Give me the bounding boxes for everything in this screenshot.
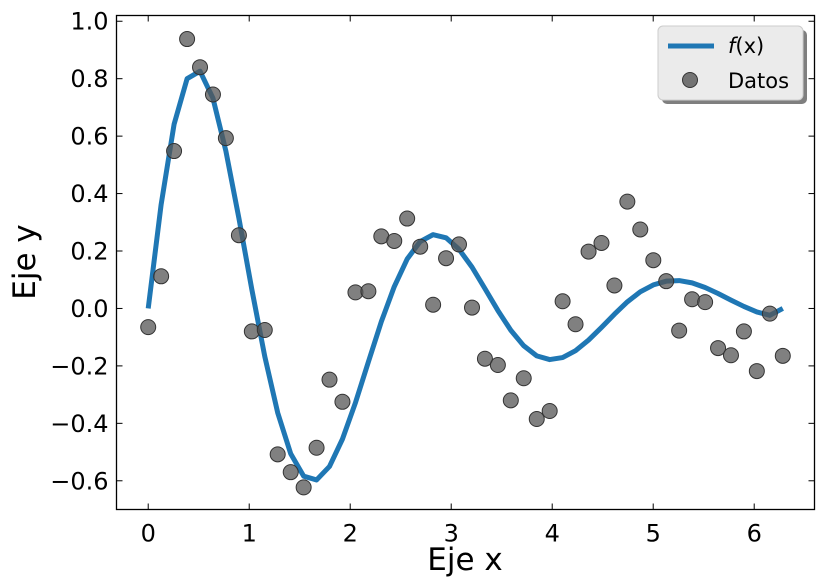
data-point (593, 234, 610, 251)
y-tick-label: 0.6 (70, 123, 108, 151)
y-tick-label: 0.4 (70, 180, 108, 208)
data-point (450, 236, 467, 253)
data-point (334, 393, 351, 410)
data-point (489, 357, 506, 374)
x-tick-label: 4 (545, 520, 560, 548)
data-point (282, 464, 299, 481)
data-point (710, 340, 727, 357)
ticks-layer: 0 1 2 3 4 5 6 −0.6 −0.4 −0.2 0.0 0.2 0.4 0.6 0.8 1.0 (50, 8, 815, 548)
data-point (684, 291, 701, 308)
series-line-layer (145, 68, 784, 483)
legend-label-fx: f(x) (728, 34, 764, 58)
data-point (722, 347, 739, 364)
data-point (567, 316, 584, 333)
data-point (774, 347, 791, 364)
legend-marker-swatch (682, 72, 698, 88)
x-tick-label: 3 (444, 520, 459, 548)
data-point (554, 293, 571, 310)
legend-label-fx-var: (x) (735, 34, 764, 58)
data-point (217, 130, 234, 147)
data-point (295, 479, 312, 496)
legend: f(x) Datos (657, 25, 807, 104)
y-tick-label: −0.2 (50, 352, 108, 380)
data-point (360, 283, 377, 300)
data-point (748, 363, 765, 380)
data-point (153, 268, 170, 285)
legend-label-datos: Datos (728, 69, 789, 93)
series-scatter-layer (140, 31, 791, 496)
y-tick-label: −0.6 (50, 467, 108, 495)
data-point (645, 252, 662, 269)
data-point (761, 305, 778, 322)
data-point (438, 250, 455, 267)
data-point (632, 221, 649, 238)
data-point (502, 392, 519, 409)
data-point (412, 238, 429, 255)
data-point (606, 277, 623, 294)
data-point (269, 446, 286, 463)
data-point (192, 59, 209, 76)
x-tick-label: 5 (646, 520, 661, 548)
data-point (528, 411, 545, 428)
data-point (399, 210, 416, 227)
data-point (179, 31, 196, 48)
x-tick-label: 6 (747, 520, 762, 548)
data-point (619, 193, 636, 210)
axes-frame (115, 14, 816, 511)
y-tick-label: −0.4 (50, 410, 108, 438)
y-tick-label: 0.2 (70, 238, 108, 266)
data-point (671, 322, 688, 339)
data-point (580, 243, 597, 260)
series-line-fx (145, 68, 784, 483)
x-tick-label: 1 (242, 520, 257, 548)
data-point (230, 227, 247, 244)
y-axis-label: Eje y (7, 224, 43, 299)
y-tick-label: 1.0 (70, 8, 108, 36)
data-point (425, 296, 442, 313)
data-point (697, 294, 714, 311)
data-point (735, 323, 752, 340)
data-point (658, 273, 675, 290)
x-tick-label: 0 (141, 520, 156, 548)
data-point (386, 232, 403, 249)
x-axis-label: Eje x (427, 542, 502, 578)
y-tick-label: 0.8 (70, 65, 108, 93)
data-point (515, 370, 532, 387)
data-point (464, 299, 481, 316)
y-tick-label: 0.0 (70, 295, 108, 323)
data-point (166, 143, 183, 160)
data-point (321, 371, 338, 388)
data-point (204, 86, 221, 103)
data-point (541, 402, 558, 419)
x-tick-label: 2 (343, 520, 358, 548)
data-point (476, 350, 493, 367)
data-point (308, 439, 325, 456)
legend-label-fx-prefix: f (728, 34, 739, 58)
data-point (140, 319, 157, 336)
plot-area (140, 31, 791, 496)
data-point (256, 321, 273, 338)
